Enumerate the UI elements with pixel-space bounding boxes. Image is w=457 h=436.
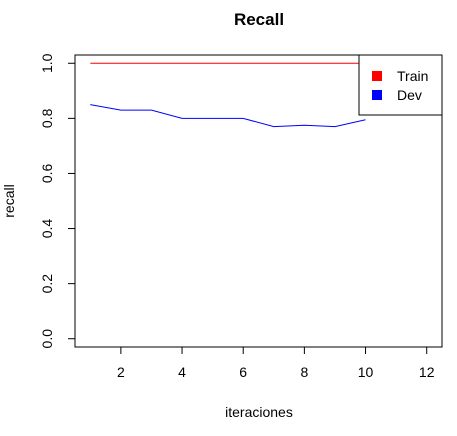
- legend: Train Dev: [359, 55, 442, 115]
- x-axis-label: iteraciones: [225, 404, 293, 420]
- x-tick-label: 6: [239, 364, 247, 380]
- y-tick-label: 0.8: [39, 108, 55, 128]
- x-tick-label: 8: [300, 364, 308, 380]
- y-tick-label: 0.6: [39, 164, 55, 184]
- series-line-dev: [90, 105, 365, 127]
- y-tick-label: 0.2: [39, 274, 55, 294]
- x-tick-label: 12: [419, 364, 435, 380]
- x-tick-label: 10: [358, 364, 374, 380]
- legend-label-train: Train: [397, 68, 428, 84]
- x-tick-label: 4: [178, 364, 186, 380]
- y-tick-label: 0.4: [39, 219, 55, 239]
- y-tick-label: 1.0: [39, 53, 55, 73]
- y-axis-label: recall: [1, 184, 17, 217]
- y-axis: 0.0 0.2 0.4 0.6 0.8 1.0: [39, 53, 75, 348]
- chart-title: Recall: [234, 10, 284, 29]
- x-axis: 2 4 6 8 10 12: [117, 347, 435, 380]
- legend-swatch-train: [372, 71, 382, 81]
- legend-swatch-dev: [372, 90, 382, 100]
- x-tick-label: 2: [117, 364, 125, 380]
- legend-label-dev: Dev: [397, 87, 422, 103]
- legend-box: [359, 55, 442, 115]
- series-layer: [90, 63, 365, 126]
- y-tick-label: 0.0: [39, 329, 55, 349]
